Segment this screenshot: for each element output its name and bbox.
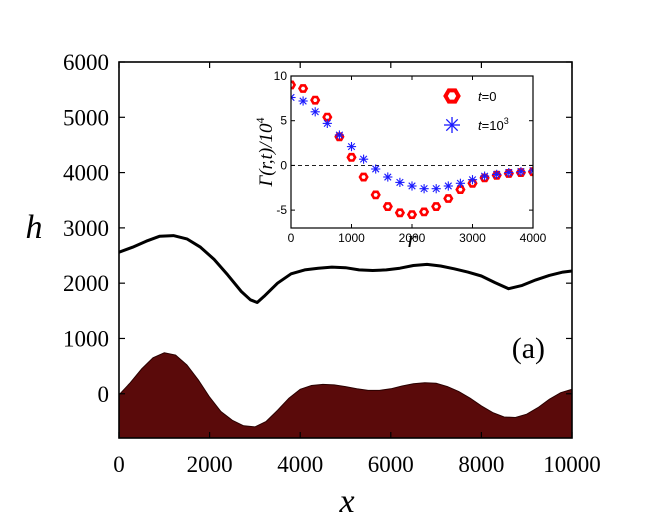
inset-legend: t=0 t=103 <box>443 88 509 133</box>
asterisk-point-t1000 <box>407 181 417 191</box>
asterisk-point-t1000 <box>504 168 514 178</box>
hexagon-point-t0 <box>291 80 297 90</box>
asterisk-point-t1000 <box>480 171 490 181</box>
inset-y-tick-label: 5 <box>280 114 287 128</box>
main-y-tick-label: 5000 <box>63 105 109 130</box>
main-y-tick-label: 6000 <box>63 50 109 75</box>
asterisk-point-t1000 <box>467 175 478 185</box>
hexagon-point-t0 <box>394 208 406 218</box>
legend-label-t1000: t=103 <box>478 116 509 133</box>
interface-line <box>119 234 572 304</box>
hexagon-point-t0 <box>297 84 309 93</box>
asterisk-point-t1000 <box>310 107 320 117</box>
hexagon-point-t0 <box>322 112 333 122</box>
hexagon-point-t0 <box>443 194 454 203</box>
asterisk-point-t1000 <box>383 172 393 182</box>
asterisk-point-t1000 <box>516 167 526 177</box>
inset-x-tick-label: 3000 <box>459 231 486 245</box>
main-x-axis-label: x <box>338 483 354 520</box>
inset-x-tick-label: 4000 <box>520 231 547 245</box>
inset-y-tick-label: 10 <box>274 69 288 83</box>
main-y-tick-label: 4000 <box>63 161 109 186</box>
asterisk-point-t1000 <box>492 169 502 179</box>
legend-label-t0: t=0 <box>478 89 496 104</box>
legend-hexagon-marker-icon <box>443 88 461 104</box>
hexagon-point-t0 <box>358 172 369 182</box>
hexagon-point-t0 <box>527 167 533 177</box>
main-x-tick-label: 6000 <box>368 452 414 477</box>
asterisk-point-t1000 <box>528 166 533 176</box>
asterisk-point-t1000 <box>455 178 465 188</box>
asterisk-point-t1000 <box>322 118 332 128</box>
asterisk-point-t1000 <box>359 154 369 164</box>
asterisk-point-t1000 <box>371 164 381 174</box>
inset-y-tick-label: 0 <box>280 158 287 172</box>
main-x-tick-label: 0 <box>113 452 125 477</box>
asterisk-point-t1000 <box>431 184 441 194</box>
main-x-tick-label: 10000 <box>543 452 601 477</box>
inset-x-tick-label: 1000 <box>338 231 365 245</box>
inset-y-axis-label: Γ(r,t)/104 <box>253 117 277 187</box>
legend-hexagon-glyph <box>443 88 461 104</box>
asterisk-point-t1000 <box>291 92 296 103</box>
inset-data-clip <box>291 80 533 219</box>
inset-x-axis-label: r <box>407 227 417 253</box>
hexagon-point-t0 <box>310 95 321 105</box>
asterisk-point-t1000 <box>346 142 357 152</box>
main-x-tick-label: 2000 <box>187 452 233 477</box>
main-x-tick-label: 4000 <box>277 452 323 477</box>
asterisk-point-t1000 <box>395 177 405 187</box>
main-plot-frame <box>118 61 573 439</box>
main-data-layer <box>119 234 572 438</box>
hexagon-point-t0 <box>370 190 381 200</box>
hexagon-point-t0 <box>382 202 393 211</box>
hexagon-point-t0 <box>431 202 442 211</box>
inset-background <box>291 76 533 228</box>
asterisk-point-t1000 <box>419 184 429 194</box>
inset-y-tick-label: -5 <box>276 203 287 217</box>
main-y-tick-label: 0 <box>98 382 110 407</box>
main-plot: 0 2000 4000 6000 8000 10000600050004000300020… <box>26 50 601 520</box>
main-y-tick-label: 3000 <box>63 216 109 241</box>
panel-annotation: (a) <box>512 332 545 365</box>
hexagon-point-t0 <box>406 210 418 219</box>
inset-x-tick-label: 0 <box>288 231 295 245</box>
hexagon-point-t0 <box>455 185 466 194</box>
inset-data-layer <box>291 80 533 219</box>
main-y-axis-label: h <box>26 209 43 246</box>
legend-asterisk-glyph <box>444 117 460 133</box>
main-axis-ticks: 0 2000 4000 6000 8000 10000600050004000300020… <box>63 50 601 477</box>
legend-entry-t0: t=0 <box>443 88 496 104</box>
inset-y-axis-label-base: Γ(r,t)/10 <box>256 123 277 188</box>
asterisk-point-t1000 <box>298 96 308 106</box>
legend-entry-t1000: t=103 <box>444 116 509 133</box>
filled-profile-area <box>119 352 572 438</box>
main-y-tick-label: 1000 <box>63 326 109 351</box>
legend-asterisk-marker-icon <box>444 117 460 133</box>
inset-y-axis-label-exponent: 4 <box>253 117 267 123</box>
inset-x-tick-label: 2000 <box>399 231 426 245</box>
asterisk-point-t1000 <box>443 181 453 191</box>
hexagon-point-t0 <box>346 152 357 162</box>
main-x-tick-label: 8000 <box>458 452 504 477</box>
asterisk-point-t1000 <box>334 130 344 140</box>
main-y-tick-label: 2000 <box>63 271 109 296</box>
hexagon-point-t0 <box>418 207 430 217</box>
